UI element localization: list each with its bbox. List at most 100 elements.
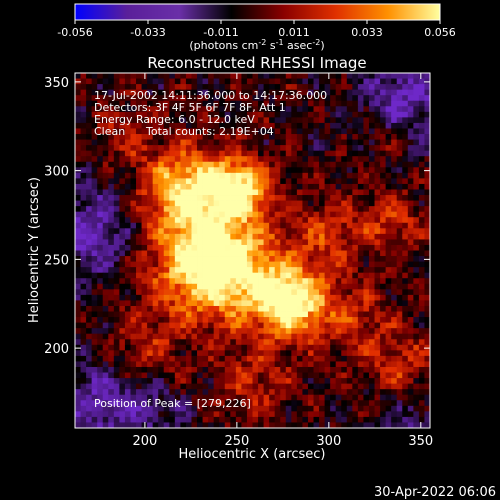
heatmap-cell xyxy=(241,333,248,340)
heatmap-cell xyxy=(280,267,287,274)
heatmap-cell xyxy=(86,289,93,296)
heatmap-cell xyxy=(241,317,248,324)
heatmap-cell xyxy=(224,272,231,279)
heatmap-cell xyxy=(280,84,287,91)
heatmap-cell xyxy=(241,211,248,218)
heatmap-cell xyxy=(202,372,209,379)
heatmap-cell xyxy=(374,239,381,246)
heatmap-cell xyxy=(258,333,264,340)
heatmap-cell xyxy=(313,200,320,207)
heatmap-cell xyxy=(124,239,131,246)
heatmap-cell xyxy=(391,78,398,85)
heatmap-cell xyxy=(113,244,120,251)
heatmap-cell xyxy=(346,366,353,373)
heatmap-cell xyxy=(363,422,370,429)
heatmap-cell xyxy=(363,228,370,235)
heatmap-cell xyxy=(191,294,198,301)
heatmap-cell xyxy=(302,111,309,118)
heatmap-cell xyxy=(380,122,387,129)
heatmap-cell xyxy=(252,100,259,107)
heatmap-cell xyxy=(252,84,259,91)
heatmap-cell xyxy=(191,339,198,346)
heatmap-cell xyxy=(269,206,276,213)
heatmap-cell xyxy=(147,300,154,307)
heatmap-cell xyxy=(152,211,159,218)
heatmap-cell xyxy=(235,361,242,368)
heatmap-cell xyxy=(357,122,364,129)
heatmap-cell xyxy=(241,172,248,179)
heatmap-cell xyxy=(319,128,326,135)
heatmap-cell xyxy=(269,394,276,401)
heatmap-cell xyxy=(313,267,320,274)
heatmap-cell xyxy=(313,289,320,296)
heatmap-cell xyxy=(307,111,314,118)
heatmap-cell xyxy=(296,339,303,346)
heatmap-cell xyxy=(169,328,176,335)
heatmap-cell xyxy=(130,172,137,179)
heatmap-cell xyxy=(319,322,326,329)
heatmap-cell xyxy=(402,411,409,418)
heatmap-cell xyxy=(197,339,203,346)
heatmap-cell xyxy=(380,183,387,190)
heatmap-cell xyxy=(136,73,142,79)
heatmap-cell xyxy=(346,344,353,351)
heatmap-cell xyxy=(163,416,170,423)
heatmap-cell xyxy=(380,289,387,296)
heatmap-cell xyxy=(291,317,298,324)
heatmap-cell xyxy=(75,189,81,196)
heatmap-cell xyxy=(230,272,237,279)
heatmap-cell xyxy=(269,211,276,218)
heatmap-cell xyxy=(346,183,353,190)
heatmap-cell xyxy=(296,206,303,213)
heatmap-cell xyxy=(296,117,303,124)
heatmap-cell xyxy=(174,178,181,185)
heatmap-cell xyxy=(324,300,331,307)
heatmap-cell xyxy=(91,317,98,324)
heatmap-cell xyxy=(97,422,104,429)
heatmap-cell xyxy=(319,195,326,201)
heatmap-cell xyxy=(324,189,331,196)
heatmap-cell xyxy=(246,250,253,257)
heatmap-cell xyxy=(169,117,176,124)
heatmap-cell xyxy=(296,278,303,285)
heatmap-cell xyxy=(97,272,104,279)
heatmap-cell xyxy=(141,333,148,340)
heatmap-cell xyxy=(335,200,342,207)
heatmap-cell xyxy=(346,122,353,129)
heatmap-cell xyxy=(285,156,292,163)
heatmap-cell xyxy=(302,383,309,390)
heatmap-cell xyxy=(352,172,359,179)
heatmap-cell xyxy=(174,250,181,257)
heatmap-cell xyxy=(91,111,98,118)
heatmap-cell xyxy=(130,267,137,274)
heatmap-cell xyxy=(235,78,242,85)
heatmap-cell xyxy=(380,244,387,251)
heatmap-cell xyxy=(402,328,409,335)
heatmap-cell xyxy=(307,278,314,285)
heatmap-cell xyxy=(352,244,359,251)
heatmap-cell xyxy=(380,350,387,357)
heatmap-cell xyxy=(368,411,375,418)
heatmap-cell xyxy=(113,289,120,296)
heatmap-cell xyxy=(319,250,326,257)
heatmap-cell xyxy=(174,317,181,324)
heatmap-cell xyxy=(307,161,314,168)
heatmap-cell xyxy=(280,272,287,279)
heatmap-cell xyxy=(91,378,98,385)
heatmap-cell xyxy=(352,344,359,351)
heatmap-cell xyxy=(374,178,381,185)
heatmap-cell xyxy=(124,322,131,329)
heatmap-cell xyxy=(86,322,93,329)
heatmap-cell xyxy=(307,117,314,124)
heatmap-cell xyxy=(235,139,242,146)
heatmap-cell xyxy=(263,250,270,257)
heatmap-cell xyxy=(130,244,137,251)
heatmap-cell xyxy=(208,261,215,268)
heatmap-cell xyxy=(113,350,120,357)
heatmap-cell xyxy=(368,305,375,312)
heatmap-cell xyxy=(396,267,403,274)
heatmap-cell xyxy=(291,73,298,79)
heatmap-cell xyxy=(185,405,192,412)
heatmap-cell xyxy=(108,394,115,401)
heatmap-cell xyxy=(86,344,93,351)
